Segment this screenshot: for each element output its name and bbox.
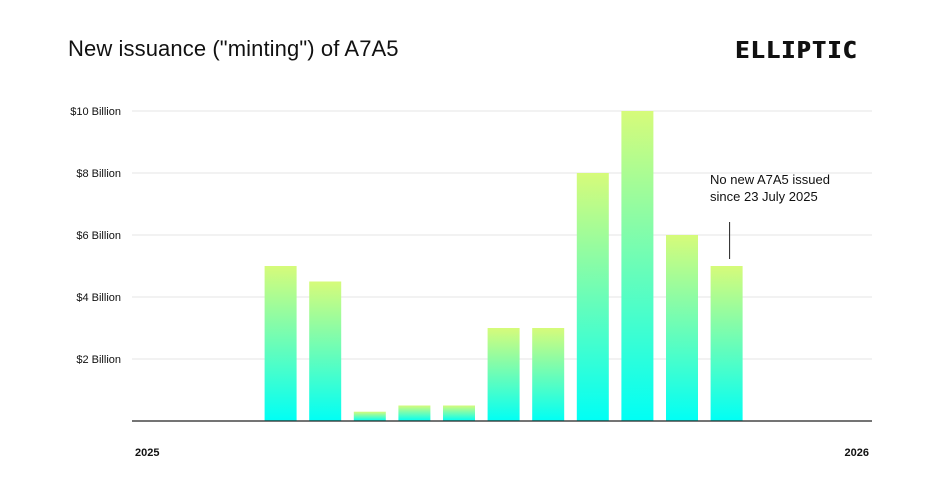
bar (710, 266, 743, 421)
bar (532, 328, 565, 421)
y-tick-label: $2 Billion (76, 354, 121, 366)
y-tick-label: $10 Billion (70, 106, 121, 118)
bar (264, 266, 297, 421)
bar (666, 235, 698, 421)
y-tick-label: $4 Billion (76, 292, 121, 304)
bar (353, 411, 386, 421)
gridlines (132, 110, 872, 360)
y-tick-label: $8 Billion (76, 168, 121, 180)
annotation-text-line-2: since 23 July 2025 (710, 189, 818, 204)
x-axis-end-label: 2026 (845, 447, 869, 459)
y-tick-label: $6 Billion (76, 230, 121, 242)
bar (621, 111, 654, 421)
bar (443, 405, 475, 421)
elliptic-logo: ELLIPTIC (735, 38, 858, 64)
chart-title: New issuance ("minting") of A7A5 (68, 36, 399, 61)
x-axis-start-label: 2025 (135, 447, 159, 459)
y-axis-tick-labels: $2 Billion $4 Billion $6 Billion $8 Billion… (70, 106, 121, 366)
bar (576, 173, 609, 421)
bar (309, 281, 342, 421)
bars (264, 111, 743, 421)
bar (487, 328, 520, 421)
bar (398, 405, 431, 421)
annotation-text-line-1: No new A7A5 issued (710, 172, 830, 187)
